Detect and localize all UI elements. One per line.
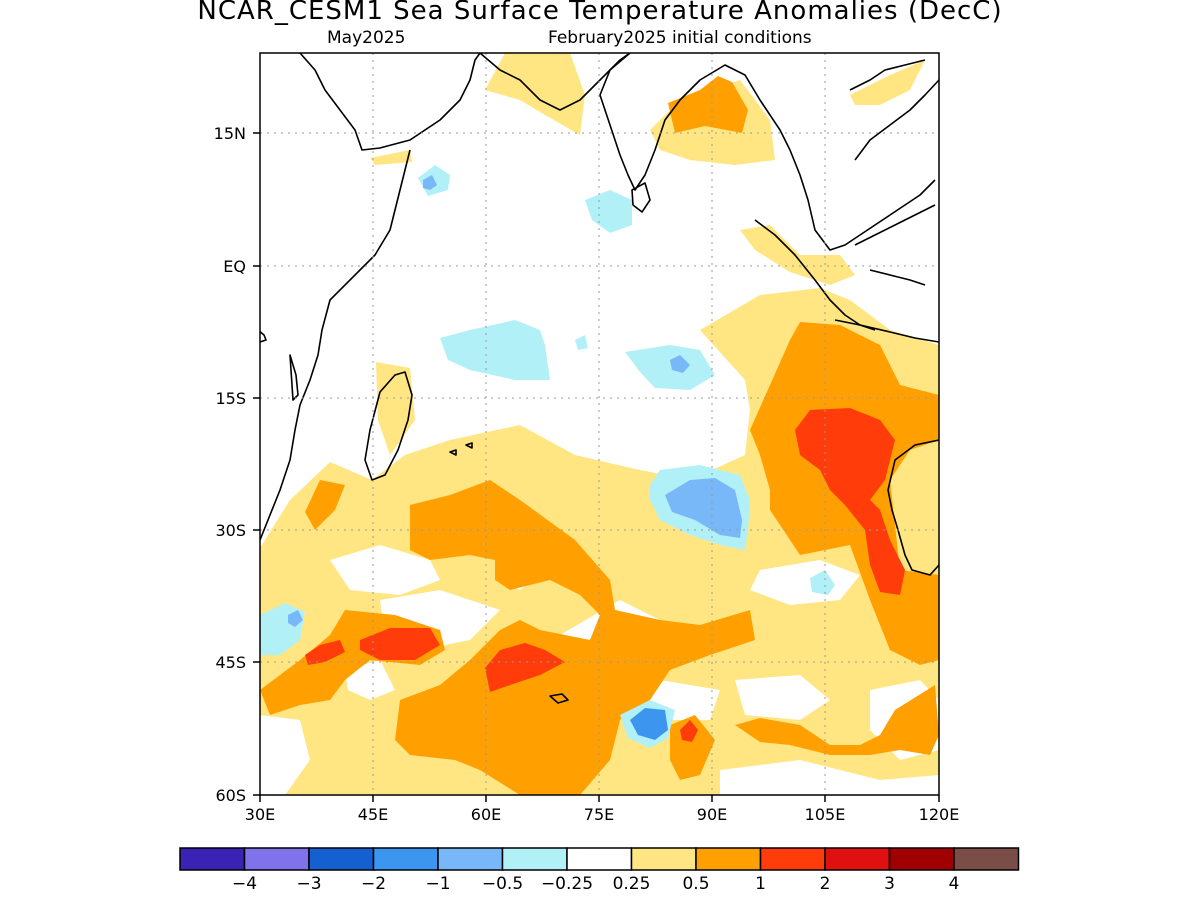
colorbar-swatch (308, 847, 375, 871)
x-tick-label: 75E (584, 805, 614, 824)
axis-ticks (253, 132, 940, 802)
colorbar-swatch (630, 847, 697, 871)
coastlines (260, 53, 939, 704)
x-tick-label: 30E (245, 805, 275, 824)
x-tick-label: 90E (697, 805, 727, 824)
colorbar-swatch (953, 847, 1020, 871)
x-tick-label: 60E (471, 805, 501, 824)
y-tick-label: 30S (215, 521, 246, 540)
colorbar-label: 1 (755, 874, 766, 894)
colorbar-labels: −4 −3 −2 −1 −0.5 −0.25 0.25 0.5 1 2 3 4 (232, 874, 959, 894)
africa-coastline (260, 53, 481, 541)
anomaly-region-south-core (485, 643, 565, 692)
colorbar-swatch (759, 847, 826, 871)
anomaly-region-negative-central (440, 320, 550, 380)
colorbar-label: −2 (361, 874, 386, 894)
colorbar-label: 4 (949, 874, 960, 894)
kerguelen-coastline (549, 693, 569, 704)
colorbar-swatch (888, 847, 955, 871)
anomaly-region-sumatra (740, 225, 855, 285)
y-tick-label: 45S (215, 653, 246, 672)
colorbar-swatch (566, 847, 633, 871)
colorbar-swatch (372, 847, 439, 871)
colorbar-swatch (501, 847, 568, 871)
java-coastline (834, 319, 939, 343)
x-tick-label: 105E (805, 805, 846, 824)
colorbar-swatch (824, 847, 891, 871)
colorbar-label: 0.5 (682, 874, 709, 894)
forecast-month-label: May2025 (327, 28, 406, 48)
colorbar-swatch (179, 847, 246, 871)
sumatra-coastline (754, 219, 876, 331)
colorbar (179, 847, 1020, 871)
sri-lanka-coastline (631, 182, 651, 213)
y-tick-label: EQ (223, 257, 246, 276)
colorbar-swatch (695, 847, 762, 871)
colorbar-swatch (243, 847, 310, 871)
anomaly-region-south-china-sea (850, 60, 925, 105)
colorbar-swatch (437, 847, 504, 871)
madagascar-coastline (364, 371, 413, 481)
y-tick-label: 15N (214, 124, 246, 143)
initial-conditions-label: February2025 initial conditions (548, 28, 812, 48)
y-axis-labels: 15N EQ 15S 30S 45S 60S (214, 124, 246, 805)
anomaly-region-central-south (395, 480, 755, 795)
australia-coastline (887, 439, 939, 576)
y-tick-label: 60S (215, 786, 246, 805)
borneo-coastline (854, 204, 936, 286)
colorbar-label: 2 (820, 874, 831, 894)
colorbar-label: −0.5 (482, 874, 523, 894)
y-tick-label: 15S (215, 389, 246, 408)
colorbar-label: −3 (296, 874, 321, 894)
anomaly-region-west-australia-core (795, 408, 905, 595)
anomaly-region-red-sea (370, 150, 412, 165)
southeast-asia-coastline (789, 59, 939, 251)
x-tick-label: 120E (919, 805, 960, 824)
colorbar-label: 0.25 (613, 874, 651, 894)
colorbar-label: −1 (425, 874, 450, 894)
india-coastline (599, 53, 791, 191)
anomaly-fields (260, 53, 939, 795)
colorbar-label: −4 (232, 874, 257, 894)
graticule (260, 53, 939, 795)
colorbar-label: −0.25 (541, 874, 593, 894)
colorbar-label: 3 (884, 874, 895, 894)
x-axis-labels: 30E 45E 60E 75E 90E 105E 120E (245, 805, 960, 824)
anomaly-region-bay-of-bengal-core (668, 76, 748, 133)
x-tick-label: 45E (358, 805, 388, 824)
map-title: NCAR_CESM1 Sea Surface Temperature Anoma… (197, 0, 1003, 26)
